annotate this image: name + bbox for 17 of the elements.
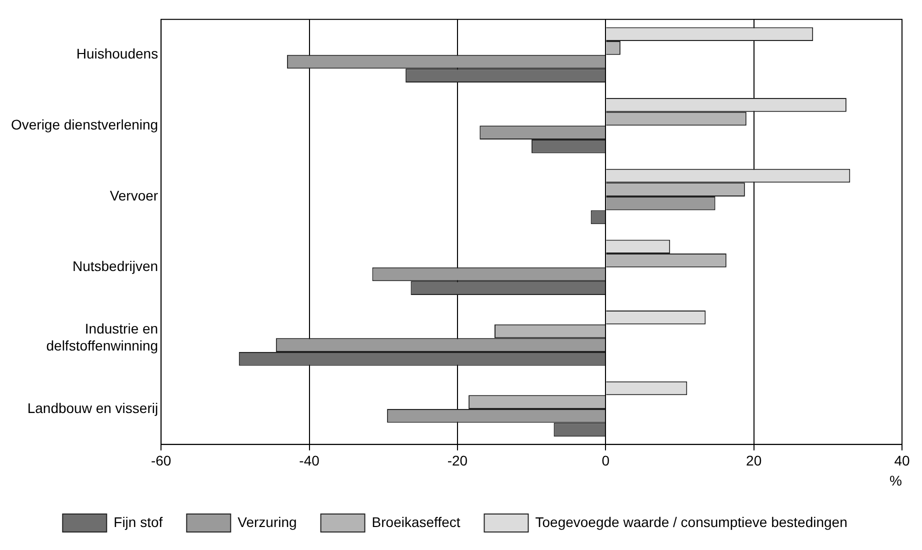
y-tick-label: Nutsbedrijven [72, 258, 158, 274]
y-tick-label: Industrie en delfstoffenwinning [46, 320, 158, 354]
x-tick-label: 0 [602, 452, 610, 469]
y-tick-label: Vervoer [110, 187, 158, 204]
legend-label: Verzuring [238, 514, 297, 530]
x-tick-label: -40 [299, 452, 320, 469]
legend-label: Fijn stof [114, 514, 163, 530]
x-tick-label: 20 [746, 452, 762, 469]
y-tick-label: Landbouw en visserij [27, 400, 158, 416]
y-tick-label: Overige dienstverlening [10, 116, 158, 133]
x-tick-label: -60 [150, 452, 172, 469]
legend-label: Toegevoegde waarde / consumptieve bestedingen [535, 514, 848, 530]
x-axis-title: % [890, 472, 902, 488]
x-tick-label: 40 [894, 452, 910, 469]
legend-label: Broeikaseffect [372, 514, 460, 530]
x-tick-label: -20 [447, 452, 468, 469]
y-tick-label: Huishoudens [76, 46, 158, 62]
